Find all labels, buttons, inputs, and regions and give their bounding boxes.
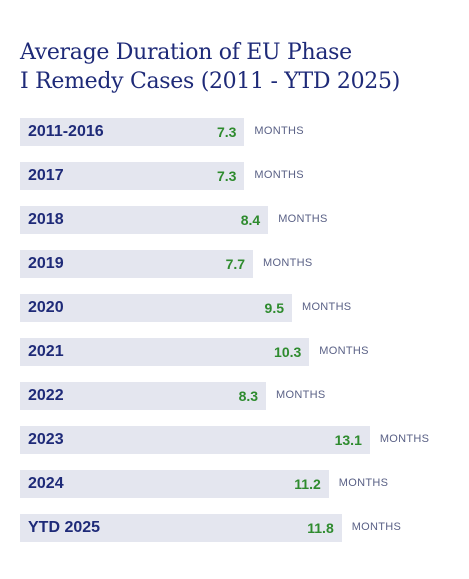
value-label: 7.7 [225,256,246,272]
bar-row: 2023 13.1 MONTHS [0,426,469,454]
bar-row: 2017 7.3 MONTHS [0,162,469,190]
category-label: 2020 [28,299,64,316]
unit-label: MONTHS [254,125,304,137]
category-label: 2021 [28,343,64,360]
bar-row: 2021 10.3 MONTHS [0,338,469,366]
value-label: 9.5 [264,300,284,316]
value-label: 8.4 [240,212,261,228]
bar-row: 2011-2016 7.3 MONTHS [0,118,469,146]
category-label: 2019 [28,255,64,272]
unit-label: MONTHS [338,477,389,489]
category-label: 2022 [28,387,64,404]
bar [20,426,370,454]
category-label: YTD 2025 [28,519,101,536]
value-label: 7.3 [216,124,237,140]
bar [20,470,329,498]
value-label: 13.1 [334,432,362,448]
category-label: 2017 [28,167,64,184]
bar [20,382,267,410]
unit-label: MONTHS [351,521,402,533]
category-label: 2024 [28,475,64,492]
bar [20,514,342,542]
bar-row: 2024 11.2 MONTHS [0,470,469,498]
bar-row: 2019 7.7 MONTHS [0,250,469,278]
value-label: 11.8 [307,520,334,536]
unit-label: MONTHS [254,169,304,181]
bar [20,206,269,234]
value-label: 8.3 [238,388,259,404]
bar-row: 2020 9.5 MONTHS [0,294,469,322]
unit-label: MONTHS [319,345,369,357]
unit-label: MONTHS [301,301,352,313]
unit-label: MONTHS [379,433,430,445]
category-label: 2018 [28,211,64,228]
unit-label: MONTHS [263,257,313,269]
category-label: 2023 [28,431,64,448]
chart-title: Average Duration of EU Phase I Remedy Ca… [20,38,450,96]
value-label: 10.3 [274,344,302,360]
bar-row: YTD 2025 11.8 MONTHS [0,514,469,542]
bar-row: 2018 8.4 MONTHS [0,206,469,234]
bar [20,294,292,322]
bar [20,250,254,278]
chart-title-line-1: Average Duration of EU Phase [20,40,352,65]
chart-title-line-2: I Remedy Cases (2011 - YTD 2025) [20,69,400,94]
bar [20,118,245,146]
category-label: 2011-2016 [28,123,104,140]
bar [20,162,245,190]
value-label: 11.2 [294,476,321,492]
unit-label: MONTHS [276,389,326,401]
value-label: 7.3 [216,168,237,184]
bar-row: 2022 8.3 MONTHS [0,382,469,410]
bar [20,338,310,366]
unit-label: MONTHS [278,213,328,225]
